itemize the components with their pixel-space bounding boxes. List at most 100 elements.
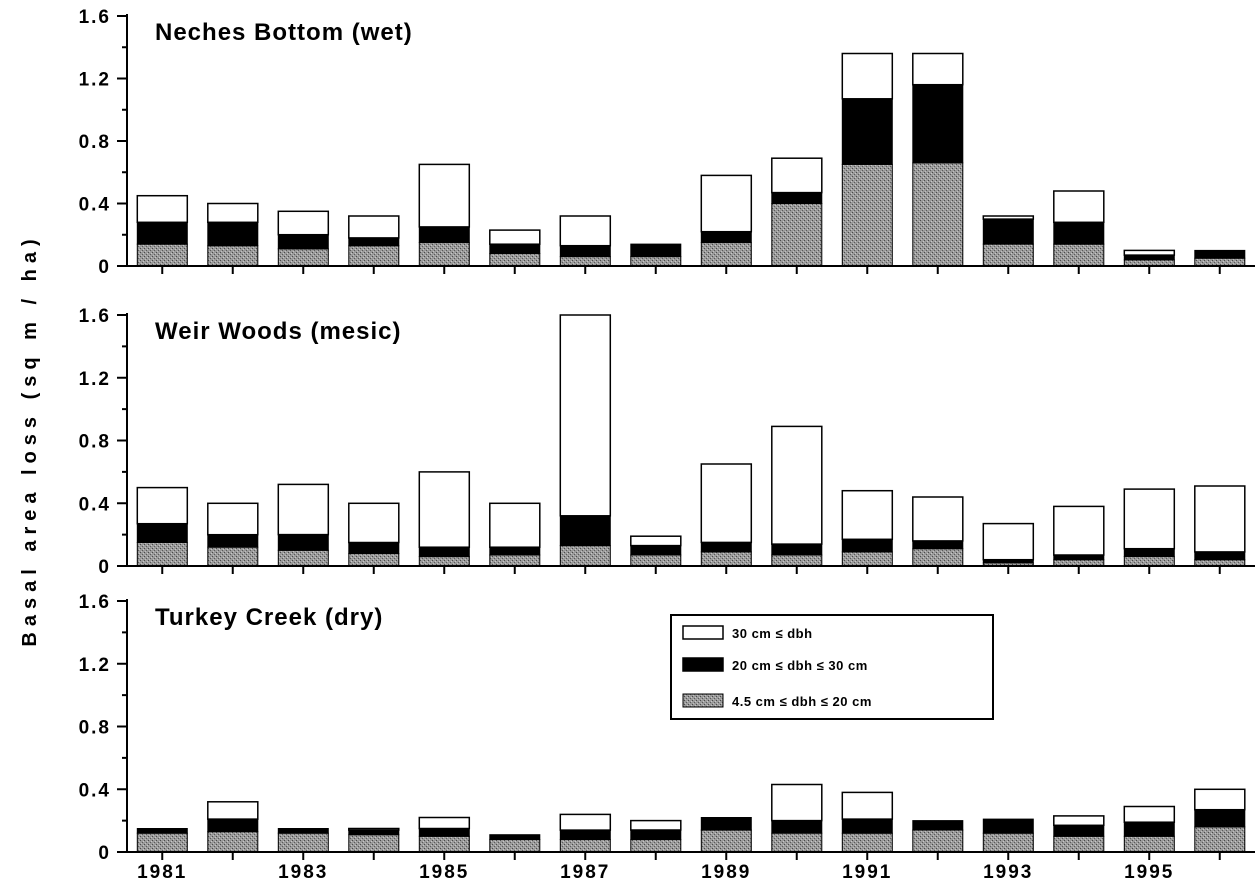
bar-medium-1992 <box>912 540 964 550</box>
bar-medium-1989 <box>700 231 752 244</box>
bar-large-1985 <box>418 471 471 548</box>
bar-large-1995 <box>1123 488 1176 550</box>
bar-medium-1985 <box>418 828 470 837</box>
y-tick-label: 0 <box>98 257 111 278</box>
bar-large-1994 <box>1053 190 1105 224</box>
bar-large-1987 <box>559 813 612 831</box>
panel-3: Turkey Creek (dry) 0 0.4 0.8 1.2 1.6 <box>79 592 1255 864</box>
bar-medium-1984 <box>348 542 400 554</box>
bar-small-1985 <box>418 556 470 567</box>
bar-medium-1996 <box>1194 551 1246 561</box>
bar-small-1982 <box>207 245 259 267</box>
bar-large-1984 <box>348 827 400 831</box>
bar-medium-1992 <box>912 84 964 164</box>
panel-title: Weir Woods (mesic) <box>155 318 402 345</box>
legend: 30 cm ≤ dbh 20 cm ≤ dbh ≤ 30 cm 4.5 cm ≤… <box>670 614 994 720</box>
bar-medium-1986 <box>489 546 541 556</box>
y-tick-label: 0.4 <box>79 195 111 216</box>
bar-small-1988 <box>630 256 682 267</box>
x-tick-label-1995: 1995 <box>1124 862 1174 883</box>
panel-title: Neches Bottom (wet) <box>155 19 413 46</box>
bar-small-1991 <box>841 551 893 567</box>
bar-small-1981 <box>136 542 188 567</box>
bar-medium-1990 <box>771 192 823 205</box>
bar-medium-1982 <box>207 534 259 548</box>
bar-small-1981 <box>136 243 188 267</box>
bar-medium-1987 <box>559 515 611 547</box>
x-tick-label-1981: 1981 <box>137 862 187 883</box>
bar-small-1987 <box>559 545 611 567</box>
y-tick-label: 0.4 <box>79 780 111 801</box>
bar-medium-1994 <box>1053 824 1105 837</box>
y-tick-label: 0.8 <box>79 432 111 453</box>
bar-large-1995 <box>1123 249 1176 256</box>
bar-small-1987 <box>559 839 611 853</box>
bar-small-1985 <box>418 242 470 267</box>
bar-small-1984 <box>348 553 400 567</box>
bar-small-1992 <box>912 829 964 853</box>
bar-medium-1983 <box>277 534 329 551</box>
bar-large-1993 <box>982 215 1035 220</box>
bar-small-1990 <box>771 203 823 267</box>
bar-small-1994 <box>1053 243 1105 267</box>
bar-medium-1983 <box>277 828 329 834</box>
y-tick-label: 1.6 <box>79 592 111 613</box>
x-tick-label-1987: 1987 <box>560 862 610 883</box>
bar-large-1990 <box>771 425 823 545</box>
bar-large-1992 <box>912 496 964 542</box>
bar-small-1990 <box>771 832 823 853</box>
bar-large-1996 <box>1194 788 1246 811</box>
bar-medium-1991 <box>841 98 893 165</box>
bar-medium-1988 <box>630 545 682 556</box>
bar-medium-1989 <box>700 542 752 553</box>
bar-large-1985 <box>418 163 471 228</box>
bar-large-1988 <box>630 535 682 547</box>
bar-large-1983 <box>277 210 330 236</box>
bar-small-1993 <box>982 832 1034 853</box>
bar-small-1996 <box>1194 257 1246 267</box>
bar-medium-1981 <box>136 828 188 834</box>
bar-large-1991 <box>841 489 894 541</box>
legend-label-medium: 20 cm ≤ dbh ≤ 30 cm <box>732 658 868 673</box>
bar-large-1992 <box>912 52 964 86</box>
legend-swatch-small <box>682 693 724 708</box>
bar-medium-1993 <box>982 218 1034 245</box>
bar-medium-1981 <box>136 523 188 543</box>
bar-medium-1986 <box>489 834 541 840</box>
bar-medium-1990 <box>771 820 823 834</box>
bar-large-1989 <box>700 463 753 544</box>
bar-small-1989 <box>700 551 752 567</box>
bar-large-1982 <box>207 801 259 820</box>
bar-small-1992 <box>912 162 964 267</box>
bar-medium-1995 <box>1123 548 1175 558</box>
bar-large-1991 <box>841 791 894 820</box>
bar-medium-1995 <box>1123 821 1175 837</box>
bar-large-1981 <box>136 486 189 525</box>
bar-small-1992 <box>912 548 964 567</box>
bar-large-1983 <box>277 483 330 536</box>
legend-box <box>670 614 994 720</box>
bar-medium-1994 <box>1053 221 1105 245</box>
bar-small-1982 <box>207 546 259 567</box>
bar-small-1983 <box>277 248 329 267</box>
legend-swatch-large <box>682 625 724 640</box>
y-tick-label: 0.8 <box>79 132 111 153</box>
y-axis-label: Basal area loss (sq m / ha) <box>19 233 41 646</box>
bar-small-1983 <box>277 832 329 853</box>
y-tick-label: 0.8 <box>79 718 111 739</box>
bar-large-1995 <box>1123 805 1176 823</box>
bar-small-1991 <box>841 163 893 267</box>
bar-medium-1988 <box>630 243 682 258</box>
bar-small-1991 <box>841 832 893 853</box>
bar-large-1982 <box>207 502 259 536</box>
bar-large-1984 <box>348 215 400 239</box>
y-tick-label: 1.2 <box>79 70 111 91</box>
bar-medium-1987 <box>559 245 611 258</box>
bar-small-1988 <box>630 839 682 853</box>
bar-medium-1992 <box>912 820 964 831</box>
panel-2: Weir Woods (mesic) 0 0.4 0.8 1.2 1.6 <box>79 306 1255 578</box>
bar-large-1987 <box>559 215 612 247</box>
bar-large-1990 <box>771 783 823 822</box>
bar-large-1990 <box>771 157 823 194</box>
